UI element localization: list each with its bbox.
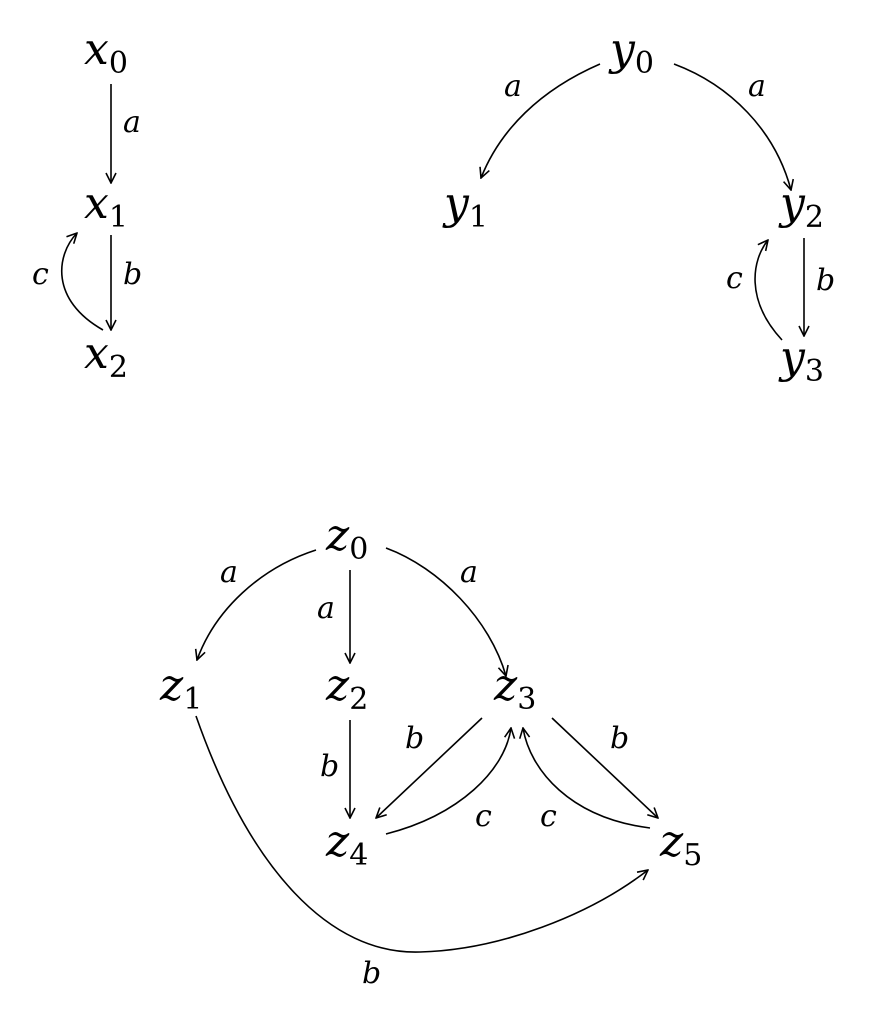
- edge-label-y2-y3: b: [816, 263, 835, 298]
- node-z1: z1: [159, 660, 202, 717]
- edge-z3-z5: [551, 717, 658, 818]
- edge-z4-z3: [385, 728, 511, 835]
- node-z3: z3: [493, 660, 536, 717]
- edge-label-y3-y2: c: [726, 261, 743, 296]
- node-x2: x2: [84, 328, 128, 385]
- node-z0: z0: [325, 510, 368, 567]
- node-z2: z2: [325, 660, 368, 717]
- edge-y3-y2: [754, 240, 783, 341]
- edge-z0-z1: [197, 549, 317, 660]
- edge-z5-z3: [523, 728, 651, 829]
- node-y1: y1: [442, 178, 488, 235]
- edge-y0-y2: [673, 63, 791, 190]
- edge-label-x1-x2: b: [123, 257, 142, 292]
- edge-label-x2-x1: c: [32, 257, 49, 292]
- edge-z0-z3: [385, 547, 506, 676]
- edge-label-z2-z4: b: [320, 749, 339, 784]
- node-z5: z5: [659, 816, 702, 873]
- node-y2: y2: [778, 178, 824, 235]
- nodes: x0 x1 x2 y0 y1 y2 y3 z0 z1 z2 z3 z4 z5: [84, 24, 824, 873]
- edge-label-y0-y2: a: [748, 69, 766, 104]
- edge-label-z3-z5: b: [610, 721, 629, 756]
- edges: [60, 63, 804, 953]
- edge-label-x0-x1: a: [123, 105, 141, 140]
- node-y0: y0: [608, 24, 654, 81]
- edge-x2-x1: [60, 233, 104, 331]
- edge-label-z0-z2: a: [317, 591, 335, 626]
- edge-label-z4-z3: c: [475, 799, 492, 834]
- edge-label-z0-z1: a: [220, 555, 238, 590]
- edge-y0-y1: [481, 63, 601, 178]
- edge-z3-z4: [376, 717, 483, 818]
- edge-z1-z5: [195, 715, 648, 953]
- edge-label-y0-y1: a: [504, 69, 522, 104]
- node-x1: x1: [84, 178, 128, 235]
- node-z4: z4: [325, 816, 368, 873]
- edge-label-z0-z3: a: [460, 555, 478, 590]
- edge-label-z3-z4: b: [405, 721, 424, 756]
- edge-label-z5-z3: c: [540, 799, 557, 834]
- node-x0: x0: [84, 24, 128, 81]
- edge-label-z1-z5: b: [362, 956, 381, 991]
- node-y3: y3: [778, 332, 824, 389]
- edge-labels: a b c a a b c a a a b b c b c b: [32, 69, 835, 991]
